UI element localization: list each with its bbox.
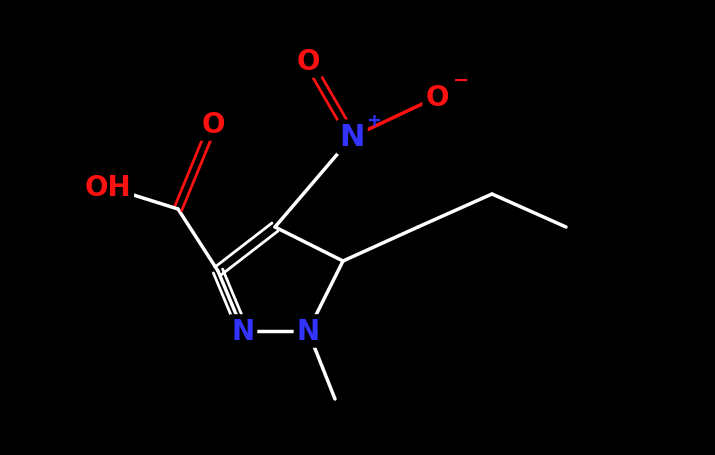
Text: OH: OH <box>84 174 132 202</box>
Text: N: N <box>297 317 320 345</box>
Text: −: − <box>453 71 469 90</box>
Text: O: O <box>425 84 449 112</box>
Text: O: O <box>296 48 320 76</box>
Text: +: + <box>366 112 381 130</box>
Text: N: N <box>232 317 255 345</box>
Text: O: O <box>201 111 225 139</box>
Text: N: N <box>340 123 365 152</box>
